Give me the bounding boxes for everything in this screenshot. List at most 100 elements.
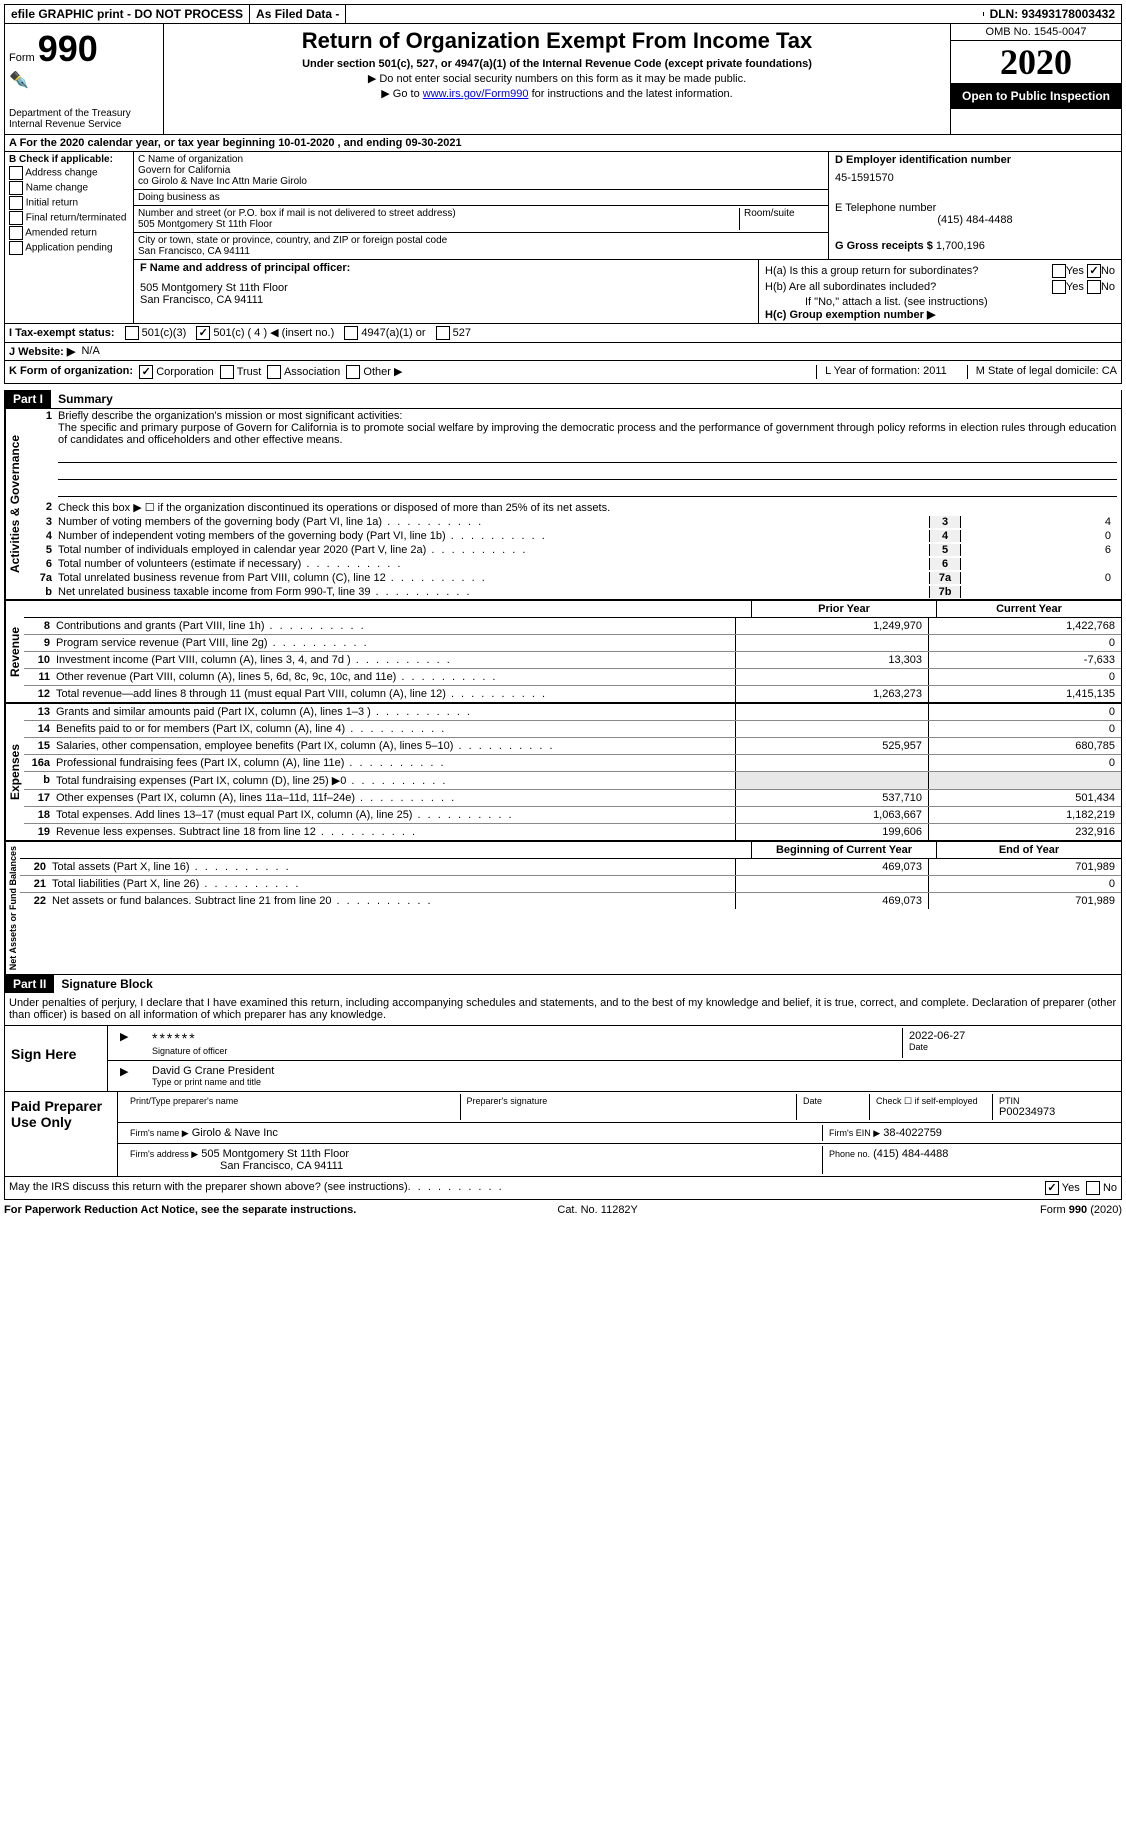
sub2-post: for instructions and the latest informat… [529,88,733,100]
ag-col: 1 Briefly describe the organization's mi… [24,409,1121,599]
summary-line: 3Number of voting members of the governi… [24,515,1121,529]
line-1-text: Briefly describe the organization's miss… [58,410,1117,499]
sub2-pre: ▶ Go to [381,88,422,100]
opt-label: Other ▶ [363,366,402,378]
c-city-block: City or town, state or province, country… [134,233,828,259]
ruled-line [58,465,1117,480]
opt-label: 4947(a)(1) or [361,327,425,339]
sig-stars: ****** [152,1030,896,1046]
top-bar: efile GRAPHIC print - DO NOT PROCESS As … [4,4,1122,24]
vlabel-netassets: Net Assets or Fund Balances [5,842,20,974]
vlabel-expenses: Expenses [5,704,24,840]
firm-addr-label: Firm's address ▶ [130,1149,198,1159]
sig-date-cell: 2022-06-27 Date [902,1028,1115,1058]
c-name-label: C Name of organization [138,154,824,165]
opt-label: Corporation [156,366,213,378]
part-2-title: Signature Block [57,977,152,991]
firm-addr1: 505 Montgomery St 11th Floor [201,1148,349,1160]
i-opt-501c[interactable]: ✓ 501(c) ( 4 ) ◀ (insert no.) [196,326,334,340]
part-1-title: Summary [54,392,113,406]
line-1: 1 Briefly describe the organization's mi… [24,409,1121,500]
opt-label: Trust [237,366,262,378]
may-irs-no[interactable]: No [1086,1181,1117,1195]
hb-no-cb[interactable] [1087,280,1101,294]
sig-officer-line: ▶ ****** Signature of officer 2022-06-27… [108,1026,1121,1061]
cb-label: Initial return [26,198,78,209]
i-opt-4947[interactable]: 4947(a)(1) or [344,326,425,340]
cb-label: Final return/terminated [26,213,127,224]
cb-label: Address change [25,168,97,179]
h-b-row: H(b) Are all subordinates included? Yes … [765,280,1115,294]
no-label: No [1101,281,1115,293]
firm-name-cell: Firm's name ▶ Girolo & Nave Inc [124,1125,822,1141]
hb-label: H(b) Are all subordinates included? [765,281,1052,293]
m-state-domicile: M State of legal domicile: CA [967,365,1117,379]
firm-phone-label: Phone no. [829,1149,870,1159]
g-value: 1,700,196 [936,240,985,252]
netassets-col: Beginning of Current Year End of Year 20… [20,842,1121,974]
e-phone-label: E Telephone number [835,202,1115,214]
table-row: 22Net assets or fund balances. Subtract … [20,893,1121,909]
dln-label: DLN: 93493178003432 [984,5,1121,23]
org-name-2: co Girolo & Nave Inc Attn Marie Girolo [138,176,824,187]
cb-name-change[interactable]: Name change [9,181,129,195]
sig-date-label: Date [909,1042,1109,1052]
efile-label: efile GRAPHIC print - DO NOT PROCESS [5,5,250,23]
city-label: City or town, state or province, country… [138,235,824,246]
city-value: San Francisco, CA 94111 [138,246,824,257]
addr-value: 505 Montgomery St 11th Floor [138,219,735,230]
pp-name-cell: Print/Type preparer's name [124,1094,460,1120]
sig-name-cell: David G Crane President Type or print na… [146,1063,1115,1089]
row-j-website: J Website: ▶ N/A [4,343,1122,361]
g-label: G Gross receipts $ [835,240,933,252]
may-irs-yes[interactable]: ✓ Yes [1045,1181,1080,1195]
form-subtitle: Under section 501(c), 527, or 4947(a)(1)… [168,58,946,70]
ha-no-cb[interactable]: ✓ [1087,264,1101,278]
sig-date: 2022-06-27 [909,1030,1109,1042]
summary-revenue: Revenue Prior Year Current Year 8Contrib… [5,599,1121,702]
sig-declaration: Under penalties of perjury, I declare th… [5,993,1121,1026]
table-row: 10Investment income (Part VIII, column (… [24,652,1121,669]
opt-label: 501(c) ( 4 ) ◀ (insert no.) [213,327,334,339]
part-2-header-row: Part II Signature Block [5,975,1121,993]
hb-yes-cb[interactable] [1052,280,1066,294]
ha-yes-cb[interactable] [1052,264,1066,278]
cb-application-pending[interactable]: Application pending [9,241,129,255]
header-left: Form 990 ✒️ Department of the Treasury I… [5,24,164,134]
row-a-tax-year: A For the 2020 calendar year, or tax yea… [4,135,1122,152]
c-addr-block: Number and street (or P.O. box if mail i… [134,206,828,233]
k-opt-trust[interactable]: Trust [220,365,262,379]
j-label: J Website: ▶ [9,345,75,358]
table-row: bTotal fundraising expenses (Part IX, co… [24,772,1121,790]
paid-preparer-row: Paid Preparer Use Only Print/Type prepar… [5,1091,1121,1176]
form-sub1: ▶ Do not enter social security numbers o… [168,72,946,85]
cb-address-change[interactable]: Address change [9,166,129,180]
line1-mission: The specific and primary purpose of Gove… [58,422,1116,446]
k-opt-corp[interactable]: ✓ Corporation [139,365,214,379]
no-label: No [1103,1182,1117,1194]
ptin-label: PTIN [999,1096,1109,1106]
i-opt-501c3[interactable]: 501(c)(3) [125,326,187,340]
cb-initial-return[interactable]: Initial return [9,196,129,210]
table-row: 18Total expenses. Add lines 13–17 (must … [24,807,1121,824]
form-number: 990 [38,28,98,69]
k-opt-other[interactable]: Other ▶ [346,365,402,379]
table-row: 11Other revenue (Part VIII, column (A), … [24,669,1121,686]
cb-final-return[interactable]: Final return/terminated [9,211,129,225]
f-label: F Name and address of principal officer: [140,262,752,274]
c-name-block: C Name of organization Govern for Califo… [134,152,828,190]
irs-link[interactable]: www.irs.gov/Form990 [423,88,529,100]
k-opt-assoc[interactable]: Association [267,365,340,379]
sign-here-row: Sign Here ▶ ****** Signature of officer … [5,1026,1121,1091]
summary-line: 5Total number of individuals employed in… [24,543,1121,557]
paid-preparer-label: Paid Preparer Use Only [5,1092,118,1176]
pp-line-1: Print/Type preparer's name Preparer's si… [118,1092,1121,1123]
hdr-current-year: Current Year [936,601,1121,617]
asfiled-label: As Filed Data - [250,5,346,23]
vlabel-ag: Activities & Governance [5,409,24,599]
i-opt-527[interactable]: 527 [436,326,471,340]
col-h: H(a) Is this a group return for subordin… [759,260,1121,323]
room-label: Room/suite [740,208,824,230]
cb-amended-return[interactable]: Amended return [9,226,129,240]
col-b-label: B Check if applicable: [9,154,129,165]
